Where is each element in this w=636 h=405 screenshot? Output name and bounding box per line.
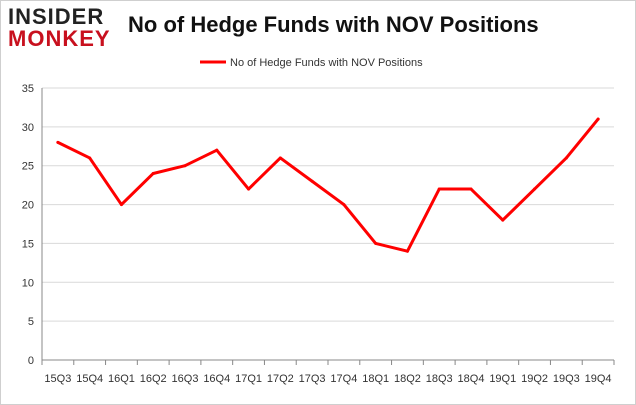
data-point — [183, 164, 187, 168]
y-tick-label: 20 — [22, 200, 34, 212]
data-point — [596, 117, 600, 121]
data-point — [342, 203, 346, 207]
x-tick-label: 19Q3 — [553, 373, 580, 385]
x-tick-label: 16Q3 — [172, 373, 199, 385]
data-point — [119, 203, 123, 207]
data-point — [56, 140, 60, 144]
data-point — [278, 156, 282, 160]
x-tick-label: 18Q3 — [426, 373, 453, 385]
data-point — [405, 249, 409, 253]
data-point — [437, 187, 441, 191]
y-tick-label: 10 — [22, 277, 34, 289]
y-tick-label: 5 — [28, 316, 34, 328]
data-point — [247, 187, 251, 191]
axes — [41, 88, 615, 365]
series-group — [56, 117, 600, 253]
x-tick-label: 15Q3 — [44, 373, 71, 385]
x-tick-label: 17Q2 — [267, 373, 294, 385]
y-tick-label: 0 — [28, 355, 34, 367]
x-axis-tick-labels: 15Q3 15Q4 16Q1 16Q2 16Q3 16Q4 17Q1 17Q2 17Q3 17Q4… — [44, 373, 611, 385]
grid-lines — [42, 87, 614, 361]
insider-monkey-logo: INSIDER MONKEY — [8, 6, 111, 50]
x-tick-label: 17Q3 — [299, 373, 326, 385]
x-tick-label: 18Q1 — [362, 373, 389, 385]
x-tick-label: 19Q2 — [521, 373, 548, 385]
series-line — [56, 117, 600, 253]
logo-line-1: INSIDER — [8, 4, 105, 29]
x-tick-label: 15Q4 — [76, 373, 103, 385]
data-point — [310, 179, 314, 183]
y-axis-tick-labels: 0 5 10 15 20 25 30 35 — [22, 83, 34, 367]
y-tick-label: 25 — [22, 161, 34, 173]
x-tick-label: 17Q1 — [235, 373, 262, 385]
data-point — [374, 241, 378, 245]
data-point — [151, 171, 155, 175]
data-point — [215, 148, 219, 152]
data-point — [469, 187, 473, 191]
x-tick-label: 16Q2 — [140, 373, 167, 385]
y-tick-label: 30 — [22, 122, 34, 134]
x-tick-label: 16Q1 — [108, 373, 135, 385]
data-point — [501, 218, 505, 222]
data-point — [533, 187, 537, 191]
x-tick-label: 18Q4 — [458, 373, 485, 385]
legend-label: No of Hedge Funds with NOV Positions — [230, 57, 423, 69]
y-tick-label: 35 — [22, 83, 34, 95]
chart-title: No of Hedge Funds with NOV Positions — [128, 12, 539, 37]
data-point — [564, 156, 568, 160]
logo-line-2: MONKEY — [8, 26, 111, 51]
x-tick-label: 16Q4 — [203, 373, 230, 385]
x-tick-label: 19Q4 — [585, 373, 612, 385]
x-tick-label: 18Q2 — [394, 373, 421, 385]
data-point — [88, 156, 92, 160]
legend: No of Hedge Funds with NOV Positions — [200, 57, 423, 69]
y-tick-label: 15 — [22, 238, 34, 250]
x-tick-label: 17Q4 — [330, 373, 357, 385]
x-tick-label: 19Q1 — [489, 373, 516, 385]
